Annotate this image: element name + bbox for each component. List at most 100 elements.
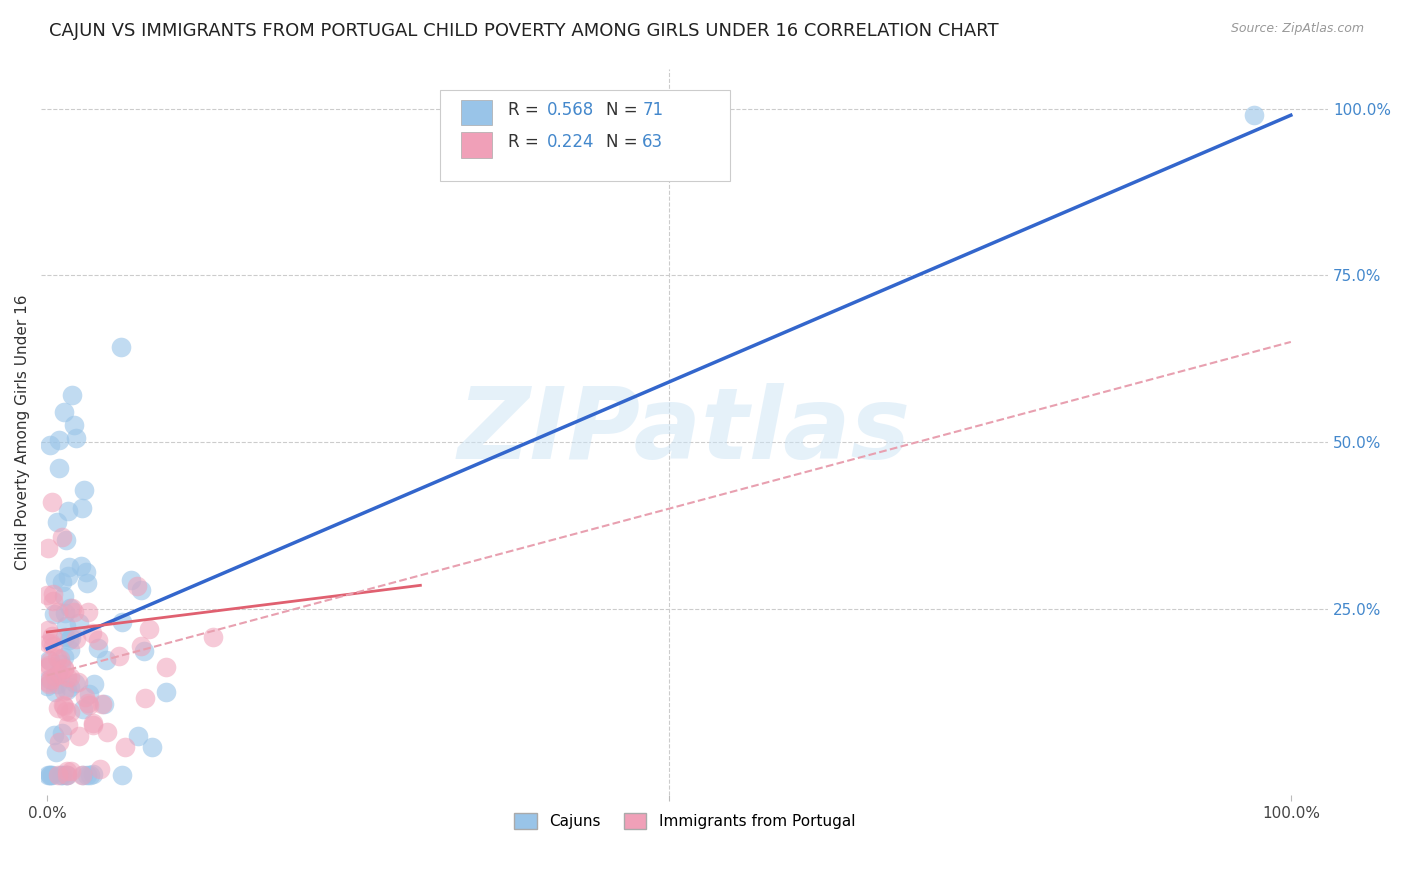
Point: [46, 666, 69, 681]
Point: [59, 643, 82, 657]
Legend: Cajuns, Immigrants from Portugal: Cajuns, Immigrants from Portugal: [508, 806, 862, 835]
Point: [44, 684, 66, 698]
Point: [38, 676, 60, 690]
Point: [58, 632, 80, 647]
Point: [132, 644, 155, 658]
Point: [42, 607, 65, 621]
Point: [94, 652, 117, 666]
Point: [87, 633, 110, 648]
Point: [155, 685, 177, 699]
Point: [38, 658, 60, 673]
Point: [56, 568, 79, 582]
Point: [42, 594, 65, 608]
Point: [59, 705, 82, 719]
Point: [56, 683, 79, 698]
Point: [53, 684, 76, 698]
Point: [41, 629, 63, 643]
Point: [67, 616, 90, 631]
Point: [1243, 108, 1265, 122]
Text: 63: 63: [643, 133, 664, 151]
Point: [37, 768, 59, 782]
Point: [49, 657, 72, 672]
Point: [62, 418, 84, 433]
Point: [69, 559, 91, 574]
Point: [38, 653, 60, 667]
Point: [77, 698, 100, 712]
Point: [53, 405, 76, 419]
Point: [38, 672, 60, 686]
Point: [70, 768, 93, 782]
Text: CAJUN VS IMMIGRANTS FROM PORTUGAL CHILD POVERTY AMONG GIRLS UNDER 16 CORRELATION: CAJUN VS IMMIGRANTS FROM PORTUGAL CHILD …: [49, 22, 998, 40]
Point: [75, 565, 97, 579]
Point: [39, 654, 62, 668]
Point: [39, 635, 62, 649]
Point: [37, 675, 59, 690]
Point: [59, 601, 82, 615]
Point: [73, 690, 96, 704]
Point: [44, 728, 66, 742]
Point: [110, 340, 132, 354]
Point: [72, 701, 94, 715]
Text: R =: R =: [509, 133, 544, 151]
Text: Source: ZipAtlas.com: Source: ZipAtlas.com: [1230, 22, 1364, 36]
Point: [48, 734, 70, 748]
Point: [120, 573, 142, 587]
Point: [76, 768, 98, 782]
Point: [51, 768, 73, 782]
Point: [72, 768, 94, 782]
FancyBboxPatch shape: [440, 90, 730, 181]
Point: [42, 586, 65, 600]
Point: [46, 677, 69, 691]
Point: [82, 626, 104, 640]
Point: [49, 652, 72, 666]
Point: [51, 530, 73, 544]
Point: [60, 600, 83, 615]
Point: [38, 438, 60, 452]
Point: [82, 716, 104, 731]
Point: [79, 768, 101, 782]
Point: [129, 639, 152, 653]
Point: [125, 578, 148, 592]
Point: [96, 725, 118, 739]
Point: [45, 651, 67, 665]
Point: [93, 697, 115, 711]
Point: [70, 500, 93, 515]
Point: [60, 764, 83, 778]
Point: [56, 717, 79, 731]
Point: [59, 669, 82, 683]
Point: [53, 661, 76, 675]
Point: [138, 622, 160, 636]
Point: [37, 623, 59, 637]
Point: [59, 681, 82, 695]
Point: [55, 619, 77, 633]
Point: [52, 589, 75, 603]
Point: [201, 630, 224, 644]
Point: [39, 673, 62, 687]
Point: [41, 768, 63, 782]
Point: [41, 495, 63, 509]
Text: N =: N =: [606, 101, 643, 119]
Point: [53, 650, 76, 665]
Point: [90, 697, 112, 711]
Point: [45, 745, 67, 759]
Text: N =: N =: [606, 133, 643, 151]
Point: [48, 667, 70, 681]
Point: [65, 675, 87, 690]
Point: [65, 632, 87, 647]
Text: 0.568: 0.568: [547, 101, 595, 119]
Point: [46, 701, 69, 715]
Point: [41, 639, 63, 653]
Point: [82, 766, 104, 780]
Point: [51, 768, 73, 782]
Point: [58, 504, 80, 518]
Point: [77, 696, 100, 710]
Point: [87, 640, 110, 655]
Text: 0.224: 0.224: [547, 133, 595, 151]
Point: [56, 768, 79, 782]
Point: [73, 483, 96, 497]
Point: [127, 729, 149, 743]
Point: [56, 764, 79, 778]
Point: [62, 605, 84, 619]
Point: [37, 636, 59, 650]
Point: [44, 669, 66, 683]
